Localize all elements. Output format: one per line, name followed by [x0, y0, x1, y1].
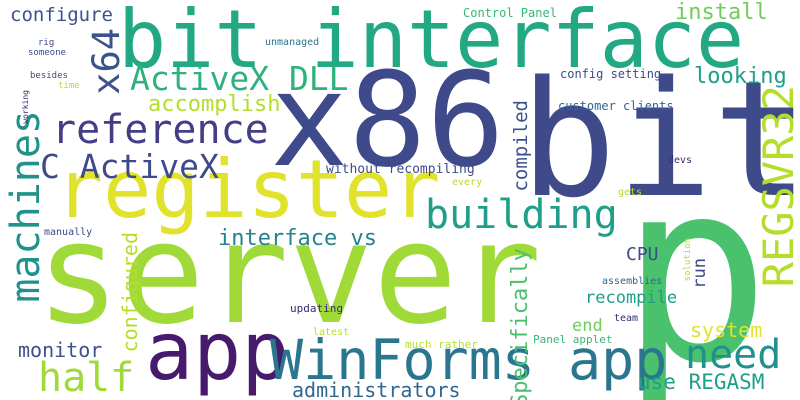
word-building: building [425, 192, 618, 238]
word-bit-interface: bit interface [118, 0, 745, 86]
word-half: half [38, 355, 135, 400]
word-install: install [675, 0, 768, 25]
word-interface-vs: interface vs [218, 226, 377, 251]
word-assemblies: assemblies [602, 276, 663, 287]
word-looking: looking [694, 64, 787, 89]
word-server: server [36, 193, 542, 356]
word-latest: latest [313, 327, 350, 338]
word-without-recompiling: without recompiling [326, 162, 475, 177]
word-register: register [55, 143, 441, 236]
word-much-rather: much rather [405, 338, 478, 351]
word-config-setting: config setting [560, 67, 662, 81]
word-gets: gets [618, 187, 643, 198]
word-unmanaged: unmanaged [265, 37, 320, 48]
word-manually: manually [44, 227, 93, 238]
word-recompile: recompile [585, 288, 678, 308]
word-working: working [21, 90, 30, 124]
word-reference: reference [52, 107, 269, 153]
word-specifically: Specifically [508, 248, 533, 400]
word-administrators: administrators [292, 378, 461, 400]
word-x64: x64 [85, 28, 128, 95]
word-besides: besides [30, 71, 68, 81]
word-every: every [452, 177, 483, 188]
word-team: team [614, 313, 639, 324]
word-winforms-app: WinForms app [270, 328, 668, 392]
word-someone: someone [28, 48, 66, 58]
word-activex-dll: ActiveX DLL [130, 59, 349, 98]
word-rig: rig [38, 38, 55, 48]
word-machines: machines [3, 110, 49, 303]
word-updating: updating [290, 302, 343, 315]
word-system: system [690, 318, 763, 342]
word-configured: configured [118, 232, 142, 353]
word-devs: devs [668, 155, 693, 166]
word-time: time [58, 81, 80, 91]
word-cpu: CPU [626, 244, 659, 265]
word-configure: configure [10, 4, 113, 26]
word-bit: bit [520, 46, 800, 233]
word-monitor: monitor [18, 338, 103, 362]
word-x86: x86 [270, 44, 505, 196]
word-panel-applet: Panel applet [533, 333, 613, 346]
word-compiled: compiled [510, 100, 532, 192]
word-need: need [685, 332, 782, 378]
word-use-regasm: use REGASM [638, 370, 765, 394]
word-solution: solution [683, 238, 693, 282]
word-regsvr32: REGSVR32 [754, 85, 800, 288]
word-customer-clients: customer clients [558, 99, 674, 113]
word-run: run [690, 258, 710, 289]
word-control-panel: Control Panel [463, 6, 557, 20]
word-p: p [620, 127, 771, 400]
word-app: app [145, 305, 290, 398]
word-c-activex: C ActiveX [40, 147, 219, 186]
word-end: end [572, 316, 603, 336]
word-accomplish: accomplish [148, 92, 281, 117]
